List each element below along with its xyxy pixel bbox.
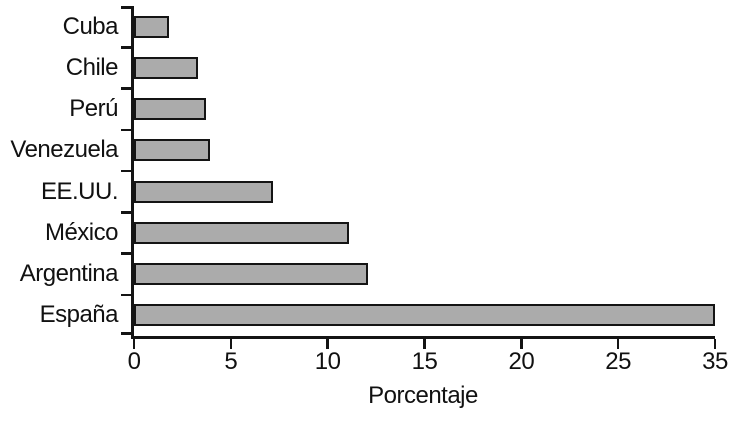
x-tick-label: 25 <box>605 348 632 375</box>
x-tick-label: 20 <box>508 348 535 375</box>
y-axis-tick <box>121 87 131 90</box>
category-label: México <box>44 218 119 246</box>
bar <box>134 139 210 162</box>
y-axis-tick <box>121 332 131 335</box>
category-label: EE.UU. <box>40 177 119 205</box>
x-tick-label: 5 <box>224 348 238 375</box>
bar <box>134 56 198 79</box>
bar <box>134 98 206 121</box>
plot-area <box>121 6 717 349</box>
x-axis-tick <box>229 339 233 349</box>
x-axis-tick <box>132 339 136 349</box>
y-axis-tick <box>121 128 131 131</box>
y-axis-tick <box>121 293 131 296</box>
y-axis-category-labels: Cuba Chile Perú Venezuela EE.UU. México Argent… <box>0 6 124 336</box>
x-axis-title: Porcentaje <box>368 382 478 409</box>
x-axis-tick <box>713 339 717 349</box>
x-axis-tick-labels: 0 5 10 15 20 25 35 <box>128 348 729 378</box>
category-label: España <box>39 301 119 329</box>
category-label: Perú <box>69 95 118 123</box>
bar <box>134 304 715 327</box>
bar <box>134 263 369 286</box>
bar <box>134 15 169 38</box>
x-tick-label: 0 <box>127 348 141 375</box>
bar <box>134 180 274 203</box>
x-tick-label: 10 <box>314 348 341 375</box>
y-axis-tick <box>121 211 131 214</box>
x-axis-tick <box>520 339 523 349</box>
x-tick-label: 15 <box>411 348 438 375</box>
category-label: Cuba <box>62 12 119 40</box>
bar <box>134 221 349 244</box>
category-label: Argentina <box>19 260 119 288</box>
category-label: Venezuela <box>10 136 118 164</box>
y-axis-tick <box>121 252 131 255</box>
x-axis-tick <box>616 339 620 349</box>
x-tick-label: 35 <box>702 348 728 375</box>
y-axis-tick <box>121 169 131 173</box>
y-axis-tick <box>121 46 131 49</box>
y-axis-tick <box>121 6 131 9</box>
x-axis-tick <box>423 339 426 349</box>
x-axis-tick <box>326 339 329 349</box>
category-label: Chile <box>65 53 119 81</box>
